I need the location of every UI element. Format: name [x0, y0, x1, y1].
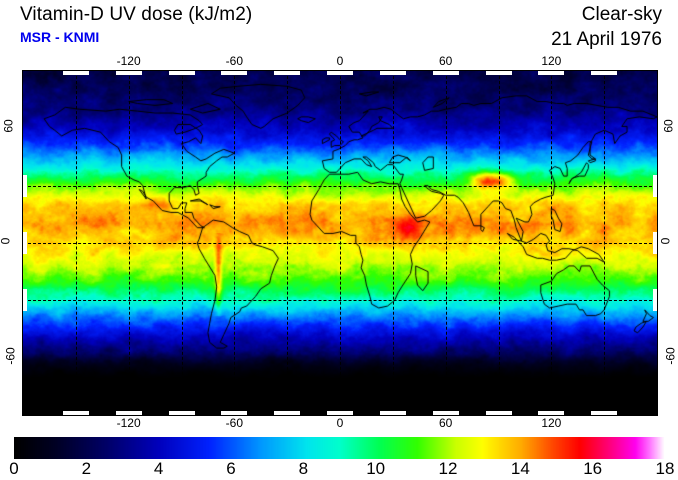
- tick-left: [23, 289, 27, 312]
- longitude-tick-label: 60: [438, 416, 453, 430]
- longitude-tick-label: -120: [116, 416, 141, 430]
- tick-right: [653, 289, 657, 312]
- tick-top: [379, 71, 406, 75]
- tick-bottom: [115, 411, 142, 415]
- latitude-tick-label: -60: [3, 346, 18, 365]
- tick-bottom: [432, 411, 459, 415]
- tick-right: [653, 174, 657, 197]
- tick-top: [221, 71, 248, 75]
- tick-right: [653, 232, 657, 254]
- uv-dose-heatmap: [23, 71, 657, 415]
- sky-condition-label: Clear-sky: [581, 4, 662, 25]
- data-source-label: MSR - KNMI: [20, 29, 100, 45]
- colorbar-tick-label: 2: [81, 459, 92, 478]
- tick-top: [168, 71, 195, 75]
- colorbar-gradient: [14, 437, 665, 459]
- colorbar-tick-label: 10: [366, 459, 386, 478]
- tick-top: [115, 71, 142, 75]
- colorbar-tick-label: 12: [438, 459, 458, 478]
- tick-top: [274, 71, 301, 75]
- page-title: Vitamin-D UV dose (kJ/m2): [20, 4, 253, 25]
- tick-top: [485, 71, 512, 75]
- colorbar-tick-label: 14: [510, 459, 530, 478]
- colorbar-tick-label: 4: [153, 459, 164, 478]
- latitude-tick-label: 0: [658, 237, 673, 245]
- longitude-tick-label: 120: [541, 54, 562, 68]
- tick-left: [23, 174, 27, 197]
- longitude-tick-label: 0: [336, 416, 344, 430]
- colorbar-tick-label: 16: [583, 459, 603, 478]
- tick-bottom: [538, 411, 565, 415]
- latitude-tick-label: 60: [661, 119, 676, 134]
- longitude-tick-label: -120: [116, 54, 141, 68]
- longitude-tick-label: -60: [225, 416, 243, 430]
- latitude-tick-label: -60: [663, 346, 678, 365]
- tick-bottom: [168, 411, 195, 415]
- tick-left: [23, 232, 27, 254]
- tick-bottom: [62, 411, 89, 415]
- latitude-tick-label: 0: [0, 238, 12, 245]
- tick-top: [327, 71, 353, 75]
- tick-bottom: [379, 411, 406, 415]
- tick-top: [62, 71, 89, 75]
- longitude-tick-label: 120: [541, 416, 562, 430]
- longitude-tick-label: -60: [225, 54, 243, 68]
- colorbar-tick-label: 18: [655, 459, 675, 478]
- tick-top: [591, 71, 618, 75]
- tick-bottom: [591, 411, 618, 415]
- latitude-tick-label: 60: [1, 119, 16, 134]
- colorbar-tick-label: 8: [298, 459, 309, 478]
- tick-top: [432, 71, 459, 75]
- tick-bottom: [221, 411, 248, 415]
- tick-bottom: [274, 411, 301, 415]
- tick-bottom: [327, 411, 353, 415]
- tick-top: [538, 71, 565, 75]
- tick-bottom: [485, 411, 512, 415]
- longitude-tick-label: 60: [438, 54, 453, 68]
- date-label: 21 April 1976: [551, 29, 662, 50]
- longitude-tick-label: 0: [336, 54, 344, 68]
- map-plot-area: [22, 70, 658, 416]
- colorbar-tick-label: 6: [226, 459, 236, 478]
- colorbar: [14, 437, 665, 459]
- colorbar-tick-label: 0: [9, 459, 19, 478]
